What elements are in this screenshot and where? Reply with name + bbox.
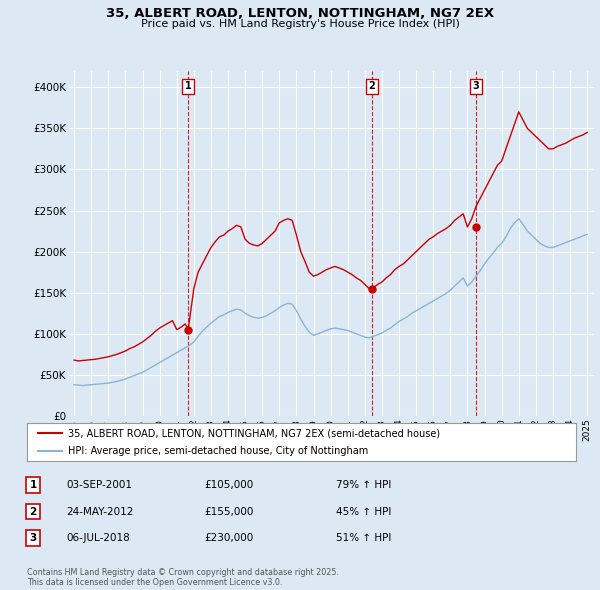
Text: 2: 2 <box>368 81 376 91</box>
Text: 35, ALBERT ROAD, LENTON, NOTTINGHAM, NG7 2EX (semi-detached house): 35, ALBERT ROAD, LENTON, NOTTINGHAM, NG7… <box>68 428 440 438</box>
Text: 1: 1 <box>185 81 191 91</box>
Text: Contains HM Land Registry data © Crown copyright and database right 2025.
This d: Contains HM Land Registry data © Crown c… <box>27 568 339 587</box>
Text: £105,000: £105,000 <box>204 480 253 490</box>
Text: £230,000: £230,000 <box>204 533 253 543</box>
Text: 35, ALBERT ROAD, LENTON, NOTTINGHAM, NG7 2EX: 35, ALBERT ROAD, LENTON, NOTTINGHAM, NG7… <box>106 7 494 20</box>
Text: 3: 3 <box>29 533 37 543</box>
Text: 45% ↑ HPI: 45% ↑ HPI <box>336 507 391 516</box>
Text: HPI: Average price, semi-detached house, City of Nottingham: HPI: Average price, semi-detached house,… <box>68 446 368 456</box>
Text: 2: 2 <box>29 507 37 516</box>
Text: 51% ↑ HPI: 51% ↑ HPI <box>336 533 391 543</box>
Text: £155,000: £155,000 <box>204 507 253 516</box>
Text: 03-SEP-2001: 03-SEP-2001 <box>66 480 132 490</box>
Text: 79% ↑ HPI: 79% ↑ HPI <box>336 480 391 490</box>
Text: 1: 1 <box>29 480 37 490</box>
Text: 24-MAY-2012: 24-MAY-2012 <box>66 507 133 516</box>
Text: 06-JUL-2018: 06-JUL-2018 <box>66 533 130 543</box>
Text: Price paid vs. HM Land Registry's House Price Index (HPI): Price paid vs. HM Land Registry's House … <box>140 19 460 30</box>
Text: 3: 3 <box>473 81 479 91</box>
